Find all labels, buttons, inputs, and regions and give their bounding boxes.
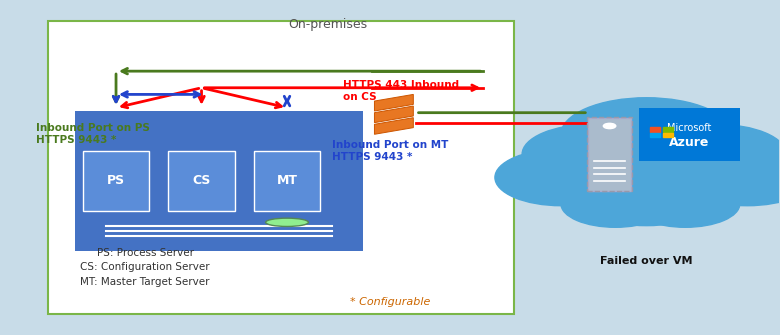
Circle shape (573, 162, 720, 226)
Bar (651, 127, 661, 132)
Text: Azure: Azure (669, 136, 710, 149)
FancyBboxPatch shape (254, 151, 320, 211)
Text: PS: Process Server
CS: Configuration Server
MT: Master Target Server: PS: Process Server CS: Configuration Ser… (80, 248, 210, 287)
Circle shape (561, 98, 732, 171)
FancyBboxPatch shape (48, 21, 514, 314)
Bar (663, 127, 673, 132)
Circle shape (631, 181, 739, 227)
Polygon shape (374, 106, 413, 123)
FancyBboxPatch shape (83, 151, 149, 211)
Circle shape (682, 149, 780, 206)
Text: Inbound Port on MT
HTTPS 9443 *: Inbound Port on MT HTTPS 9443 * (332, 140, 448, 162)
Text: Inbound Port on PS
HTTPS 9443 *: Inbound Port on PS HTTPS 9443 * (37, 124, 151, 145)
Text: Failed over VM: Failed over VM (601, 256, 693, 266)
FancyBboxPatch shape (168, 151, 235, 211)
Circle shape (647, 124, 780, 184)
FancyBboxPatch shape (75, 111, 363, 251)
Text: * Configurable: * Configurable (349, 297, 431, 307)
Text: Microsoft: Microsoft (667, 123, 711, 133)
Text: CS: CS (193, 174, 211, 187)
Ellipse shape (266, 218, 308, 226)
Text: On-premises: On-premises (289, 18, 367, 31)
FancyBboxPatch shape (639, 108, 739, 161)
Circle shape (495, 149, 627, 206)
Bar (651, 133, 661, 137)
Circle shape (561, 181, 670, 227)
Bar (663, 133, 673, 137)
Text: MT: MT (277, 174, 297, 187)
Polygon shape (374, 94, 413, 111)
Polygon shape (374, 118, 413, 134)
Circle shape (604, 123, 615, 129)
FancyBboxPatch shape (588, 118, 631, 191)
Text: HTTPS 443 Inbound
on CS: HTTPS 443 Inbound on CS (343, 80, 459, 102)
Text: PS: PS (107, 174, 125, 187)
Circle shape (522, 124, 662, 184)
